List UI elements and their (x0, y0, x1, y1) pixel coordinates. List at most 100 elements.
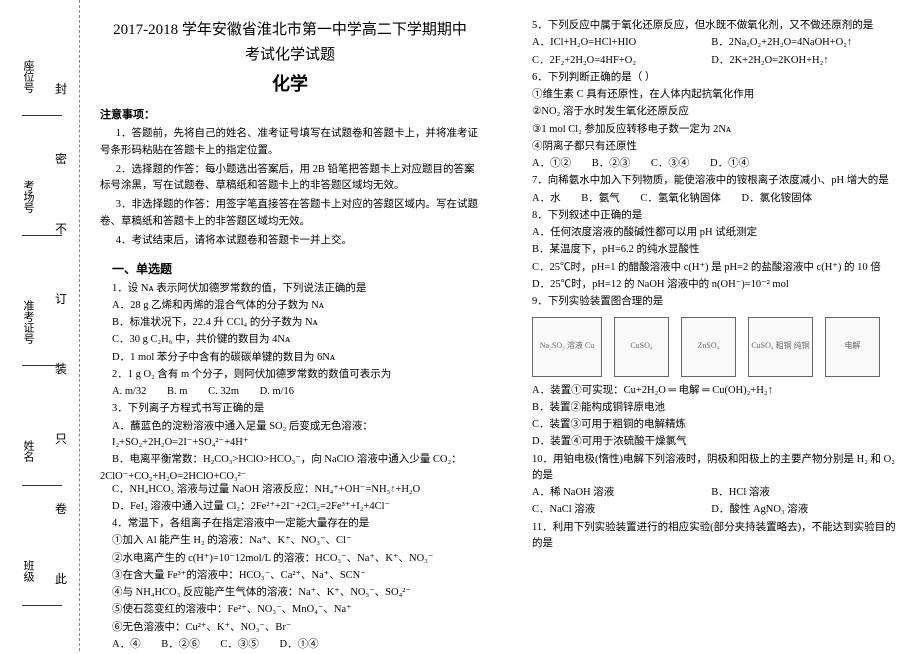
q10-opt-b: B．HCl 溶液 (711, 485, 888, 501)
notice-item: 4．考试结束后，请将本试题卷和答题卡一并上交。 (100, 233, 480, 250)
q9-opt-b: B．装置②能构成铜锌原电池 (532, 400, 900, 416)
question-3: 3．下列离子方程式书写正确的是 A．蘸蓝色的淀粉溶液中通入足量 SO₂ 后变成无… (112, 401, 480, 468)
question-4: 4．常温下，各组离子在指定溶液中一定能大量存在的是 ①加入 Al 能产生 H₂ … (112, 516, 480, 653)
exam-title-2: 考试化学试题 (100, 43, 480, 64)
section-heading: 一、单选题 (112, 260, 480, 277)
q1-opt-d: D．1 mol 苯分子中含有的碳碳单键的数目为 6Nᴀ (112, 350, 480, 366)
question-1: 1．设 Nᴀ 表示阿伏加德罗常数的值，下列说法正确的是 A．28 g 乙烯和丙烯… (112, 281, 480, 366)
q10-opt-a: A．稀 NaOH 溶液 (532, 485, 709, 501)
q8-opt-c: C．25℃时，pH=1 的醋酸溶液中 c(H⁺) 是 pH=2 的盐酸溶液中 c… (532, 260, 900, 276)
q8-opt-a: A．任何浓度溶液的酸碱性都可以用 pH 试纸测定 (532, 225, 900, 241)
q5-opt-b: B．2Na₂O₂+2H₂O=4NaOH+O₂↑ (711, 35, 888, 51)
q4-stem: 4．常温下，各组离子在指定溶液中一定能大量存在的是 (112, 516, 480, 532)
diagram-2: CuSO₄ (614, 317, 669, 377)
q2-opt-a: A. m/32 (112, 384, 146, 400)
q4-l4: ④与 NH₄HCO₃ 反应能产生气体的溶液：Na⁺、K⁺、NO₃⁻、SO₄²⁻ (112, 585, 480, 601)
q8-opt-b: B．某温度下，pH=6.2 的纯水显酸性 (532, 242, 900, 258)
question-5: 5．下列反应中属于氧化还原反应，但水既不做氧化剂，又不做还原剂的是 A．ICl+… (532, 18, 900, 69)
q9-opt-c: C．装置③可用于粗铜的电解精炼 (532, 417, 900, 433)
q2-stem: 2．1 g O₂ 含有 m 个分子，则阿伏加德罗常数的数值可表示为 (112, 367, 480, 383)
q4-l5: ⑤使石蕊变红的溶液中：Fe²⁺、NO₃⁻、MnO₄⁻、Na⁺ (112, 602, 480, 618)
q9-opt-d: D．装置④可用于浓硫酸干燥氯气 (532, 434, 900, 450)
q7-opt-c: C．氢氧化钠固体 (640, 191, 721, 207)
exam-title-1: 2017-2018 学年安徽省淮北市第一中学高二下学期期中 (100, 18, 480, 39)
diagram-3: ZnSO₄ (681, 317, 736, 377)
q5-row2: C．2F₂+2H₂O=4HF+O₂ D．2K+2H₂O=2KOH+H₂↑ (532, 53, 900, 69)
field-seat: 座位号 (20, 60, 36, 93)
q5-opt-c: C．2F₂+2H₂O=4HF+O₂ (532, 53, 709, 69)
q9-diagrams: Na₂SO₃ 溶液 Cu CuSO₄ ZnSO₄ CuSO₄ 粗铜 纯铜 电解 (532, 317, 900, 377)
q9-stem: 9．下列实验装置图合理的是 (532, 294, 900, 310)
field-line (22, 485, 62, 486)
q6-opt-d: D．①④ (710, 156, 749, 172)
q4-l2: ②水电离产生的 c(H⁺)=10⁻12mol/L 的溶液：HCO₃⁻、Na⁺、K… (112, 551, 480, 567)
q1-stem: 1．设 Nᴀ 表示阿伏加德罗常数的值，下列说法正确的是 (112, 281, 480, 297)
q6-l1: ①维生素 C 具有还原性，在人体内起抗氧化作用 (532, 87, 900, 103)
field-line (22, 115, 62, 116)
q2-opt-c: C. 32m (208, 384, 239, 400)
column-right: 5．下列反应中属于氧化还原反应，但水既不做氧化剂，又不做还原剂的是 A．ICl+… (520, 18, 900, 553)
q2-opt-b: B. m (167, 384, 187, 400)
q5-opt-d: D．2K+2H₂O=2KOH+H₂↑ (711, 53, 888, 69)
q10-row1: A．稀 NaOH 溶液 B．HCl 溶液 (532, 485, 900, 501)
column-left: 2017-2018 学年安徽省淮北市第一中学高二下学期期中 考试化学试题 化学 … (100, 18, 480, 654)
q5-row1: A．ICl+H₂O=HCl+HIO B．2Na₂O₂+2H₂O=4NaOH+O₂… (532, 35, 900, 51)
q7-options: A．水 B．氨气 C．氢氧化钠固体 D．氯化铵固体 (532, 191, 900, 207)
q4-l3: ③在含大量 Fe³⁺的溶液中：HCO₃⁻、Ca²⁺、Na⁺、SCN⁻ (112, 568, 480, 584)
q3-opt-a: A．蘸蓝色的淀粉溶液中通入足量 SO₂ 后变成无色溶液：I₂+SO₂+2H₂O=… (112, 419, 480, 452)
q2-options: A. m/32 B. m C. 32m D. m/16 (112, 384, 480, 400)
q3-stem: 3．下列离子方程式书写正确的是 (112, 401, 480, 417)
question-10: 10．用铂电极(惰性)电解下列溶液时，阴极和阳极上的主要产物分别是 H₂ 和 O… (532, 452, 900, 519)
question-2: 2．1 g O₂ 含有 m 个分子，则阿伏加德罗常数的数值可表示为 A. m/3… (112, 367, 480, 401)
q5-opt-a: A．ICl+H₂O=HCl+HIO (532, 35, 709, 51)
field-name: 姓名 (20, 440, 36, 462)
diagram-5: 电解 (825, 317, 880, 377)
question-8: 8．下列叙述中正确的是 A．任何浓度溶液的酸碱性都可以用 pH 试纸测定 B．某… (532, 208, 900, 293)
diagram-1: Na₂SO₃ 溶液 Cu (532, 317, 602, 377)
q7-opt-b: B．氨气 (581, 191, 620, 207)
q3-opt-b-pre: B．电离平衡常数：H₂CO₃>HClO>HCO₃⁻，向 NaClO 溶液中通入少… (112, 452, 480, 468)
question-11: 11．利用下列实验装置进行的相应实验(部分夹持装置略去)，不能达到实验目的的是 (532, 520, 900, 553)
notice-block: 注意事项： 1．答题前，先将自己的姓名、准考证号填写在试题卷和答题卡上，并将准考… (100, 106, 480, 250)
question-9: 9．下列实验装置图合理的是 Na₂SO₃ 溶液 Cu CuSO₄ ZnSO₄ C… (532, 294, 900, 450)
question-7: 7．向稀氨水中加入下列物质，能使溶液中的铵根离子浓度减小、pH 增大的是 A．水… (532, 173, 900, 207)
q6-opt-a: A．①② (532, 156, 571, 172)
notice-heading: 注意事项： (100, 106, 480, 122)
q1-opt-c: C．30 g C₂H₆ 中，共价键的数目为 4Nᴀ (112, 332, 480, 348)
q4-l6: ⑥无色溶液中：Cu²⁺、K⁺、NO₃⁻、Br⁻ (112, 620, 480, 636)
q7-stem: 7．向稀氨水中加入下列物质，能使溶液中的铵根离子浓度减小、pH 增大的是 (532, 173, 900, 189)
q6-stem: 6．下列判断正确的是（ ） (532, 70, 900, 86)
field-line (22, 605, 62, 606)
notice-item: 3．非选择题的作答：用签字笔直接答在答题卡上对应的答题区域内。写在试题卷、草稿纸… (100, 197, 480, 231)
binding-char: 装 (55, 360, 67, 377)
q10-opt-d: D．酸性 AgNO₃ 溶液 (711, 502, 888, 518)
notice-item: 2．选择题的作答：每小题选出答案后，用 2B 铅笔把答题卡上对应题目的答案标号涂… (100, 162, 480, 196)
q11-stem: 11．利用下列实验装置进行的相应实验(部分夹持装置略去)，不能达到实验目的的是 (532, 520, 900, 553)
binding-char: 卷 (55, 500, 67, 517)
q6-l3: ③1 mol Cl₂ 参加反应转移电子数一定为 2Nᴀ (532, 122, 900, 138)
field-admit: 准考证号 (20, 300, 36, 344)
q4-l1: ①加入 Al 能产生 H₂ 的溶液：Na⁺、K⁺、NO₃⁻、Cl⁻ (112, 533, 480, 549)
field-class: 班级 (20, 560, 36, 582)
field-room: 考场号 (20, 180, 36, 213)
q5-stem: 5．下列反应中属于氧化还原反应，但水既不做氧化剂，又不做还原剂的是 (532, 18, 900, 34)
q1-opt-b: B．标准状况下，22.4 升 CCl₄ 的分子数为 Nᴀ (112, 315, 480, 331)
binding-char: 只 (55, 430, 67, 447)
q8-stem: 8．下列叙述中正确的是 (532, 208, 900, 224)
field-line (22, 235, 62, 236)
question-6: 6．下列判断正确的是（ ） ①维生素 C 具有还原性，在人体内起抗氧化作用 ②N… (532, 70, 900, 173)
binding-char: 封 (55, 80, 67, 97)
q6-opt-c: C．③④ (651, 156, 690, 172)
notice-item: 1．答题前，先将自己的姓名、准考证号填写在试题卷和答题卡上，并将准考证号条形码粘… (100, 126, 480, 160)
q6-l4: ④阴离子都只有还原性 (532, 139, 900, 155)
q9-opt-a: A．装置①可实现：Cu+2H₂O ═ 电解 ═ Cu(OH)₂+H₂↑ (532, 383, 900, 399)
q3-opt-d: D．FeI₂ 溶液中通入过量 Cl₂：2Fe²⁺+2I⁻+2Cl₂=2Fe³⁺+… (112, 499, 480, 515)
q1-opt-a: A．28 g 乙烯和丙烯的混合气体的分子数为 Nᴀ (112, 298, 480, 314)
q6-opt-b: B．②③ (592, 156, 631, 172)
field-line (22, 365, 62, 366)
q8-opt-d: D．25℃时，pH=12 的 NaOH 溶液中的 n(OH⁻)=10⁻² mol (532, 277, 900, 293)
q2-opt-d: D. m/16 (260, 384, 294, 400)
q7-opt-d: D．氯化铵固体 (742, 191, 813, 207)
binding-strip: 封 密 不 订 装 只 卷 此 座位号 考场号 准考证号 姓名 班级 (0, 0, 80, 651)
q7-opt-a: A．水 (532, 191, 561, 207)
